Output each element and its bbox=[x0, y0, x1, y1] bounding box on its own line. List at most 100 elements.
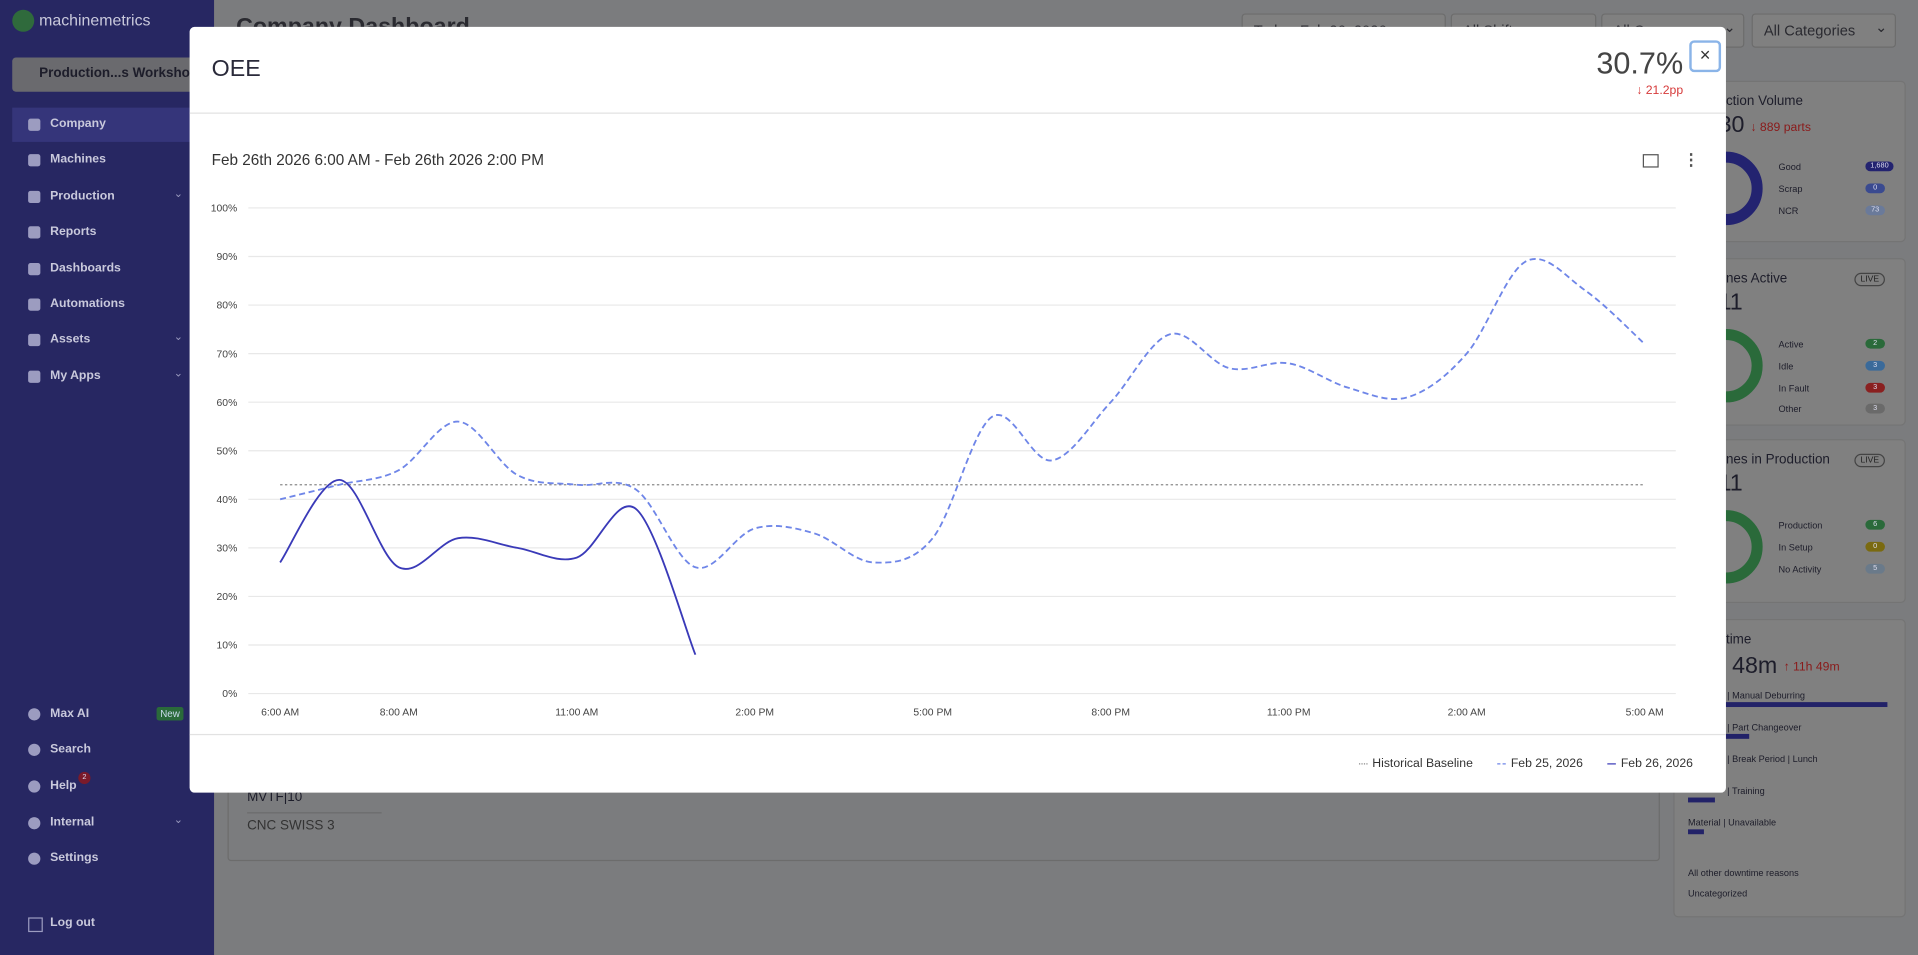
filter-dropdown[interactable]: All Categories ⌄ bbox=[1751, 13, 1896, 48]
logo: machinemetrics bbox=[39, 11, 151, 30]
nav-label: Automations bbox=[50, 297, 125, 311]
legend-item[interactable]: Feb 25, 2026 bbox=[1497, 757, 1583, 771]
chevron: ⌄ bbox=[173, 330, 183, 343]
divider bbox=[189, 733, 1726, 736]
legend-swatch bbox=[1358, 763, 1368, 765]
nav-label: Internal bbox=[50, 815, 95, 830]
y-tick-label: 80% bbox=[217, 301, 238, 312]
card-delta: ↑ 11h 49m bbox=[1783, 660, 1840, 674]
card-value: 48m bbox=[1732, 653, 1778, 679]
nav-item[interactable]: Reports bbox=[12, 216, 214, 250]
logo-icon bbox=[12, 9, 35, 32]
nav-icon bbox=[28, 917, 43, 933]
downtime-label: | Part Changeover bbox=[1727, 721, 1802, 733]
nav-icon bbox=[28, 118, 41, 131]
y-tick-label: 10% bbox=[217, 641, 238, 652]
legend-label: Other bbox=[1778, 404, 1802, 416]
downtime-bar bbox=[1688, 797, 1715, 803]
x-tick-label: 5:00 PM bbox=[913, 708, 952, 719]
legend-label: Good bbox=[1778, 161, 1802, 173]
nav-item[interactable]: My Apps ⌄ bbox=[12, 359, 214, 393]
nav-item[interactable]: Machines bbox=[12, 144, 214, 178]
new-badge: New bbox=[156, 707, 184, 721]
machine-id: MVTF|10 bbox=[247, 790, 303, 805]
x-tick-label: 2:00 PM bbox=[735, 708, 774, 719]
legend-label: In Setup bbox=[1778, 541, 1813, 553]
nav-icon bbox=[28, 334, 41, 347]
nav-item[interactable]: Settings bbox=[12, 842, 214, 876]
nav-icon bbox=[28, 708, 41, 721]
count-badge: 0 bbox=[1865, 541, 1885, 552]
downtime-bar bbox=[1688, 829, 1704, 835]
downtime-bar bbox=[1688, 702, 1888, 708]
nav-label: Reports bbox=[50, 225, 97, 239]
nav-label: Production bbox=[50, 189, 115, 203]
count-badge: 1,680 bbox=[1865, 161, 1894, 172]
x-tick-label: 6:00 AM bbox=[261, 708, 299, 719]
legend-swatch bbox=[1497, 763, 1506, 765]
legend-label: Feb 25, 2026 bbox=[1510, 757, 1583, 771]
close-button[interactable]: × bbox=[1689, 40, 1722, 73]
nav-icon bbox=[28, 743, 41, 756]
nav-label: My Apps bbox=[50, 369, 101, 383]
table-view-button[interactable] bbox=[1642, 154, 1659, 168]
card-delta: ↓ 889 parts bbox=[1750, 121, 1811, 135]
legend-label: Feb 26, 2026 bbox=[1620, 757, 1693, 771]
nav-label: Settings bbox=[50, 851, 99, 865]
nav-item[interactable]: Dashboards bbox=[12, 251, 214, 285]
line bbox=[279, 478, 697, 656]
nav-item[interactable]: Help bbox=[12, 769, 214, 803]
nav-icon bbox=[28, 154, 41, 167]
downtime-label: All other downtime reasons bbox=[1688, 867, 1799, 879]
chevron: ⌄ bbox=[173, 813, 183, 826]
y-tick-label: 20% bbox=[217, 592, 238, 603]
legend-label: NCR bbox=[1778, 205, 1799, 217]
nav-icon bbox=[28, 262, 41, 275]
y-tick-label: 0% bbox=[222, 689, 237, 700]
chevron: ⌄ bbox=[1875, 18, 1888, 36]
kpi-delta: ↓ 21.2pp bbox=[1636, 84, 1684, 98]
card-title: time bbox=[1725, 632, 1752, 648]
workspace-button[interactable]: Production...s Workshop bbox=[12, 57, 221, 92]
legend-item[interactable]: Feb 26, 2026 bbox=[1607, 757, 1693, 771]
count-badge: 5 bbox=[1865, 563, 1885, 574]
kpi-value: 30.7% bbox=[1596, 46, 1684, 81]
kpi-delta-text: 21.2pp bbox=[1645, 84, 1684, 98]
y-tick-label: 40% bbox=[217, 495, 238, 506]
chevron: ⌄ bbox=[1723, 18, 1736, 36]
live-badge: LIVE bbox=[1854, 272, 1886, 287]
menu-button[interactable]: ⋮ bbox=[1683, 150, 1700, 169]
help-badge: 2 bbox=[78, 771, 91, 785]
legend-label: In Fault bbox=[1778, 382, 1810, 394]
nav-item[interactable]: Company bbox=[12, 107, 215, 142]
downtime-label: | Break Period | Lunch bbox=[1727, 753, 1818, 765]
nav-icon bbox=[28, 226, 41, 239]
downtime-label: Material | Unavailable bbox=[1688, 817, 1777, 829]
live-badge: LIVE bbox=[1854, 453, 1886, 468]
x-tick-label: 11:00 PM bbox=[1267, 708, 1311, 719]
downtime-label: Uncategorized bbox=[1688, 888, 1748, 900]
chevron: ⌄ bbox=[173, 366, 183, 379]
line bbox=[279, 258, 1646, 569]
nav-item[interactable]: Internal ⌄ bbox=[12, 806, 214, 840]
card-delta-text: 11h 49m bbox=[1792, 660, 1840, 674]
legend-label: Production bbox=[1778, 519, 1823, 531]
y-tick-label: 50% bbox=[217, 446, 238, 457]
nav-icon bbox=[28, 190, 41, 203]
count-badge: 73 bbox=[1865, 205, 1885, 215]
nav-label: Log out bbox=[50, 916, 95, 930]
nav-item[interactable]: Max AI bbox=[12, 697, 214, 731]
legend-label: Historical Baseline bbox=[1372, 757, 1473, 771]
nav-item[interactable]: Automations bbox=[12, 287, 214, 321]
legend-label: Scrap bbox=[1778, 183, 1803, 195]
nav-item[interactable]: Assets ⌄ bbox=[12, 323, 214, 357]
x-tick-label: 2:00 AM bbox=[1448, 708, 1486, 719]
nav-item[interactable]: Search bbox=[12, 733, 214, 767]
nav-label: Dashboards bbox=[50, 261, 121, 275]
nav-item[interactable]: Production ⌄ bbox=[12, 180, 214, 214]
logout[interactable]: Log out bbox=[12, 906, 214, 940]
x-tick-label: 5:00 AM bbox=[1626, 708, 1664, 719]
legend-item[interactable]: Historical Baseline bbox=[1358, 757, 1473, 771]
